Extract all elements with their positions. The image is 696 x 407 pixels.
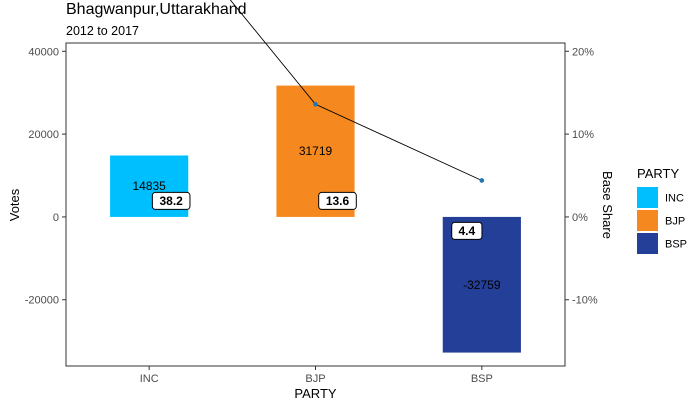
legend-label: BJP (665, 216, 685, 228)
y2-tick-label: 0% (572, 212, 588, 224)
share-label: 38.2 (159, 194, 183, 208)
legend-title: PARTY (637, 166, 679, 181)
legend-label: BSP (665, 239, 687, 251)
y2-tick-label: 10% (572, 129, 594, 141)
share-point (479, 178, 485, 183)
x-tick-label: BJP (305, 373, 325, 385)
bar-value-label: 14835 (132, 179, 166, 193)
legend-label: INC (665, 193, 684, 205)
legend: PARTY INC BJP BSP (637, 166, 687, 254)
share-point (313, 101, 318, 107)
share-label: 4.4 (458, 224, 475, 238)
y2-tick-label: 20% (572, 46, 594, 58)
bar-value-label: 31719 (299, 144, 333, 158)
bar-value-label: -32759 (463, 278, 501, 292)
x-tick-label: BSP (471, 373, 493, 385)
x-tick-label: INC (140, 373, 159, 385)
share-label: 13.6 (326, 194, 350, 208)
legend-swatch (637, 187, 658, 208)
chart-title: Bhagwanpur,Uttarakhand (66, 1, 247, 18)
x-axis-title: PARTY (294, 386, 336, 401)
y2-tick-label: -10% (572, 295, 598, 307)
y2-axis-title: Base Share (600, 171, 615, 239)
share-label-box (318, 191, 357, 210)
y-tick-label: 40000 (28, 46, 59, 58)
y-axis-title: Votes (7, 188, 22, 221)
legend-swatch (637, 210, 658, 231)
y-tick-label: 20000 (28, 129, 59, 141)
chart-subtitle: 2012 to 2017 (66, 24, 139, 38)
y-tick-label: -20000 (25, 295, 59, 307)
y-tick-label: 0 (53, 212, 59, 224)
share-label-box (151, 191, 191, 210)
legend-swatch (637, 233, 658, 254)
share-label-box (451, 221, 483, 240)
